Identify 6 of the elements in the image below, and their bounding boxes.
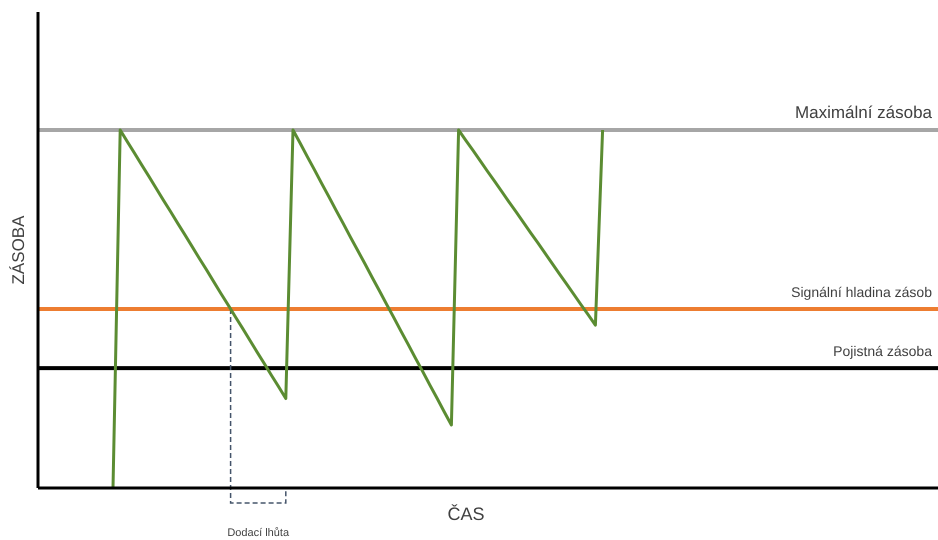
ref-line-label: Pojistná zásoba <box>833 343 932 360</box>
ref-line-label: Signální hladina zásob <box>791 284 932 300</box>
ref-line-label: Maximální zásoba <box>794 103 933 122</box>
y-axis-title: ZÁSOBA <box>9 214 28 284</box>
text: Dodací lhůta <box>227 527 290 539</box>
x-axis-title: ČAS <box>447 504 485 524</box>
